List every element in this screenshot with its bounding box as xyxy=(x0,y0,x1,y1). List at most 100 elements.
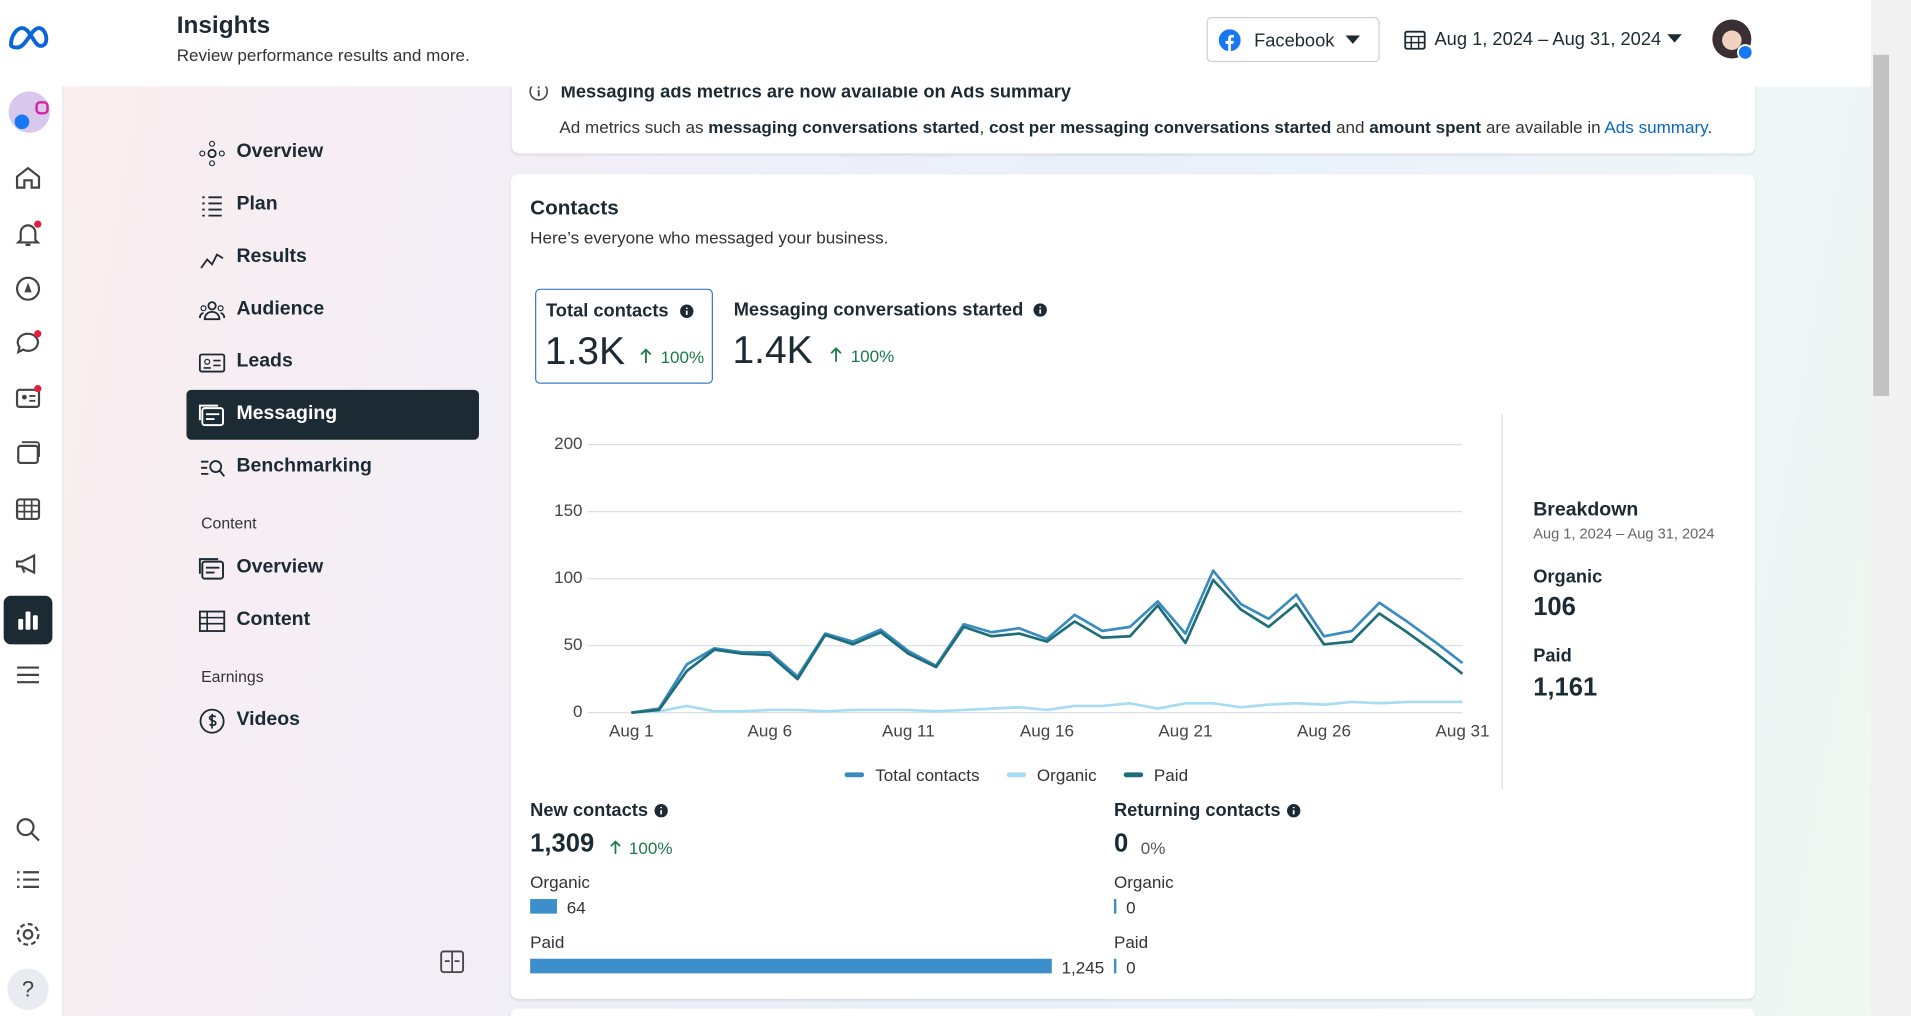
caret xyxy=(1667,34,1682,43)
x-tick-label: Aug 21 xyxy=(1158,722,1212,741)
next-card xyxy=(510,1008,1755,1016)
nav-icon xyxy=(199,708,225,734)
page-subtitle: Review performance results and more. xyxy=(176,45,470,65)
settings-icon[interactable] xyxy=(13,920,42,949)
info-icon xyxy=(1286,804,1301,818)
nav-label: Overview xyxy=(236,556,324,578)
group-change: 100% xyxy=(609,838,673,858)
notice-title: Messaging ads metrics are now available … xyxy=(560,81,1072,103)
nav-item[interactable]: Overview xyxy=(186,128,479,178)
leads-icon[interactable] xyxy=(13,384,42,413)
up-arrow xyxy=(610,840,621,855)
info-icon xyxy=(1033,303,1047,317)
y-tick-label: 0 xyxy=(573,702,582,721)
legend-swatch xyxy=(1006,772,1026,778)
nav-label: Audience xyxy=(236,298,325,320)
ads-manager-icon[interactable] xyxy=(13,549,42,578)
date-picker[interactable]: Aug 1, 2024 – Aug 31, 2024 xyxy=(1402,17,1688,60)
planner-icon[interactable] xyxy=(13,495,42,524)
metric-label: Total contacts xyxy=(546,300,669,322)
meta-logo[interactable] xyxy=(6,23,52,52)
icon-rail: ? xyxy=(0,0,64,1016)
legend-item[interactable]: Total contacts xyxy=(844,765,980,785)
page-avatar[interactable] xyxy=(7,90,51,134)
calendar-icon xyxy=(1404,30,1426,50)
notice-text: amount spent xyxy=(1369,116,1482,137)
bar-label: Organic xyxy=(530,872,590,892)
legend-swatch xyxy=(844,772,865,778)
legend-label: Total contacts xyxy=(875,765,980,785)
group-title: Returning contacts xyxy=(1114,800,1301,821)
nav-item[interactable]: Audience xyxy=(186,285,479,335)
group-total: 1,309 xyxy=(530,829,595,858)
scrollbar-thumb[interactable] xyxy=(1873,54,1890,396)
nav-section-heading: Content xyxy=(201,514,257,533)
bar xyxy=(1113,958,1117,974)
profile-avatar[interactable] xyxy=(1710,18,1754,62)
group-total: 0 xyxy=(1113,829,1129,858)
y-tick-label: 50 xyxy=(564,635,583,654)
metric-value: 1.4K xyxy=(732,327,813,372)
breakdown-value: 106 xyxy=(1533,593,1576,622)
insights-rail-active[interactable] xyxy=(3,595,53,645)
breakdown-date: Aug 1, 2024 – Aug 31, 2024 xyxy=(1533,525,1715,543)
nav-icon xyxy=(198,404,225,427)
home-icon[interactable] xyxy=(13,163,42,192)
breakdown-title: Breakdown xyxy=(1533,499,1639,521)
notice-body: Ad metrics such as messaging conversatio… xyxy=(559,117,1712,136)
bar-label: Paid xyxy=(1113,931,1149,952)
legend-item[interactable]: Organic xyxy=(1006,765,1097,785)
help-button[interactable]: ? xyxy=(7,968,49,1010)
series-line xyxy=(631,578,1464,714)
x-tick-label: Aug 1 xyxy=(609,722,654,741)
ads-icon[interactable] xyxy=(13,274,42,303)
caret xyxy=(1345,35,1361,44)
content-icon[interactable] xyxy=(13,439,42,468)
notice-link[interactable]: Ads summary xyxy=(1604,116,1708,137)
metric-change: 100% xyxy=(660,347,705,367)
nav-item[interactable]: Overview xyxy=(186,543,479,593)
nav-item[interactable]: Messaging xyxy=(186,389,479,440)
metric-tab[interactable]: Total contacts 1.3K 100% xyxy=(535,288,713,384)
header-cover xyxy=(62,0,1871,87)
insights-icon xyxy=(18,611,38,630)
breakdown-label: Paid xyxy=(1533,645,1572,667)
inbox-icon[interactable] xyxy=(13,329,42,358)
nav-item[interactable]: Leads xyxy=(186,337,479,387)
notice-text: , xyxy=(979,116,989,137)
nav-item[interactable]: Results xyxy=(186,233,479,283)
list-icon[interactable] xyxy=(13,865,42,894)
nav-label: Content xyxy=(236,609,311,630)
x-tick-label: Aug 26 xyxy=(1297,722,1351,741)
x-tick-label: Aug 11 xyxy=(882,722,935,741)
collapse-button[interactable] xyxy=(440,950,465,974)
series-line xyxy=(631,569,1464,714)
breakdown-label: Organic xyxy=(1533,566,1603,588)
metric-tab[interactable]: Messaging conversations started 1.4K 100… xyxy=(724,289,1077,382)
scrollbar xyxy=(1870,0,1911,1016)
series-line xyxy=(631,700,1463,714)
legend-label: Paid xyxy=(1153,765,1189,785)
notifications-icon[interactable] xyxy=(13,219,42,248)
nav-label: Plan xyxy=(236,193,278,215)
bar xyxy=(530,899,557,914)
nav-item[interactable]: Benchmarking xyxy=(186,442,479,492)
nav-item[interactable]: Videos xyxy=(186,696,479,746)
nav-item[interactable]: Content xyxy=(186,596,479,646)
bar-value-label: 1,245 xyxy=(1061,957,1105,977)
platform-dropdown[interactable]: Facebook xyxy=(1206,17,1380,63)
legend: Total contacts Organic Paid xyxy=(511,765,1523,785)
search-icon[interactable] xyxy=(13,815,42,844)
x-tick-label: Aug 31 xyxy=(1435,722,1489,741)
nav-item[interactable]: Plan xyxy=(186,180,479,230)
menu-icon[interactable] xyxy=(13,660,42,689)
legend-label: Organic xyxy=(1036,765,1097,785)
nav-label: Results xyxy=(236,246,307,267)
info-icon xyxy=(680,304,694,318)
up-arrow xyxy=(640,348,652,364)
notice-text: Ad metrics such as xyxy=(559,116,709,137)
nav-label: Messaging xyxy=(236,403,338,424)
bar-value-label: 0 xyxy=(1126,957,1136,977)
nav-icon xyxy=(201,460,226,477)
legend-item[interactable]: Paid xyxy=(1123,765,1189,785)
